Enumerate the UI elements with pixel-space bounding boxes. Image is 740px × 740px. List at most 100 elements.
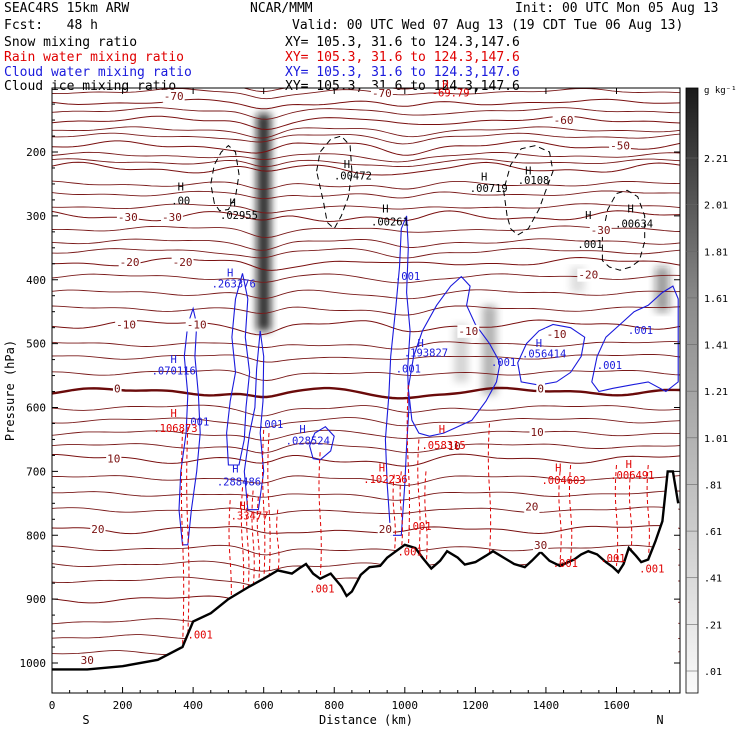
contour-label-layer: -70 -70 -60 -50 -30 -30 -30 -20 -20 -20 -10 -10 -10 -… <box>79 79 664 667</box>
isotherm-label-backing-5 <box>161 211 183 225</box>
field-snow-xy: XY= 105.3, 31.6 to 124.3,147.6 <box>285 35 520 50</box>
snow-core-2 <box>454 324 469 382</box>
field-label-17: H <box>442 79 448 91</box>
y-tick-label-400: 400 <box>26 274 46 287</box>
isotherm-label-backing-12 <box>457 324 480 338</box>
terrain-fill <box>52 471 679 693</box>
x-tick-label-200: 200 <box>113 699 133 712</box>
isotherm-label-backing-6 <box>589 223 612 237</box>
field-label-3: .02955 <box>220 210 258 222</box>
isotherm-label-11: -10 <box>187 318 207 331</box>
field-label-47: H <box>239 501 245 513</box>
isotherm-label-4: -30 <box>118 211 138 224</box>
field-label-48: .33477 <box>231 510 269 522</box>
x-axis-label: Distance (km) <box>319 713 413 727</box>
field-label-26: .001 <box>628 325 653 337</box>
isotherm-label-21: 20 <box>525 501 538 514</box>
isotherm-minor-24 <box>52 490 680 501</box>
field-label-35: H <box>299 424 305 436</box>
snow-ice-contour-1 <box>316 135 353 230</box>
rain-column-14 <box>417 439 421 555</box>
field-label-50: .001 <box>397 547 422 559</box>
isotherm-label-backing-20 <box>377 522 394 536</box>
isotherm-minor-21 <box>52 429 680 441</box>
field-label-38: .058315 <box>421 440 465 452</box>
x-tick-label-400: 400 <box>183 699 203 712</box>
isotherm-minor-8 <box>52 190 680 200</box>
isotherm-label-backing-3 <box>609 139 631 153</box>
isotherm-label-backing-2 <box>552 114 575 128</box>
isotherm-0 <box>52 386 680 400</box>
cloud-water-contour-6 <box>517 323 586 386</box>
x-tick-label-1000: 1000 <box>392 699 419 712</box>
isotherm-minor-22 <box>52 442 680 454</box>
field-label-27: .001 <box>597 360 622 372</box>
isotherm-minor-7 <box>52 180 680 190</box>
colorbar-tick-label-10: .21 <box>704 620 722 631</box>
field-label-16: -69.79 <box>432 87 470 99</box>
isotherm-label-backing-21 <box>524 500 540 514</box>
field-label-54: .001 <box>309 584 334 596</box>
field-label-42: .288486 <box>217 476 261 488</box>
field-label-46: .006491 <box>610 470 654 482</box>
field-label-6: H <box>382 204 388 216</box>
isotherm-minor-0 <box>242 88 490 92</box>
rain-column-4 <box>246 493 250 593</box>
field-label-1: .00 <box>171 195 190 207</box>
isotherm--40 <box>52 161 680 176</box>
north-end-label: N <box>656 713 663 727</box>
isotherm-minor-13 <box>52 273 680 284</box>
snow-ice-contour-2 <box>503 145 554 236</box>
x-tick-label-1200: 1200 <box>462 699 489 712</box>
isotherm-label-5: -30 <box>162 211 182 224</box>
isotherm--60 <box>52 115 680 131</box>
terrain-line <box>52 470 680 671</box>
field-snow-label: Snow mixing ratio <box>4 35 138 50</box>
rain-column-layer <box>180 385 650 648</box>
snow-ice-contour-layer <box>210 135 646 271</box>
isotherm-minor-6 <box>52 158 680 168</box>
field-cloud-water-label: Cloud water mixing ratio <box>4 65 192 80</box>
field-label-29: H <box>171 354 177 366</box>
isotherm-label-backing-14 <box>112 382 122 396</box>
field-label-32: H <box>171 408 177 420</box>
field-label-15: .00634 <box>615 218 653 230</box>
isotherm-label-17: 10 <box>448 440 461 453</box>
isotherm-minor-2 <box>52 107 680 120</box>
field-label-0: H <box>178 181 184 193</box>
x-tick-label-1600: 1600 <box>603 699 630 712</box>
isotherm-minor-25 <box>52 506 680 516</box>
isotherm-minor-26 <box>52 544 680 556</box>
isotherm-minor-12 <box>52 247 680 259</box>
isotherm-label-backing-19 <box>90 522 106 536</box>
x-tick-label-0: 0 <box>49 699 56 712</box>
y-tick-label-500: 500 <box>26 338 46 351</box>
isotherm-label-backing-13 <box>545 328 568 342</box>
field-label-30: .070116 <box>152 365 196 377</box>
colorbar-tick-label-0: 2.21 <box>704 154 728 165</box>
isotherm--50 <box>52 140 680 156</box>
field-label-19: .263376 <box>212 278 256 290</box>
isotherm--20 <box>52 256 680 271</box>
isotherm-minor-16 <box>52 341 680 350</box>
field-label-4: H <box>344 159 350 171</box>
field-label-34: .001 <box>258 419 283 431</box>
x-tick-label-1400: 1400 <box>533 699 560 712</box>
field-label-14: H <box>627 204 633 216</box>
field-label-13: .001 <box>577 239 602 251</box>
snow-core-3 <box>655 266 670 312</box>
colorbar-tick-label-8: .61 <box>704 527 722 538</box>
rain-column-2 <box>228 500 232 622</box>
isotherm-label-15: 0 <box>537 382 544 395</box>
plot-frame <box>51 87 681 694</box>
cloud-water-contour-7 <box>591 285 679 393</box>
isotherm--30 <box>52 210 680 223</box>
isotherm-label-backing-11 <box>185 318 208 332</box>
field-label-28: .001 <box>396 363 421 375</box>
field-label-10: H <box>525 165 531 177</box>
isotherm-minor-3 <box>52 126 680 139</box>
rain-column-7 <box>262 429 266 584</box>
isotherm-label-6: -30 <box>591 224 611 237</box>
cloud-water-contour-0 <box>178 306 201 546</box>
